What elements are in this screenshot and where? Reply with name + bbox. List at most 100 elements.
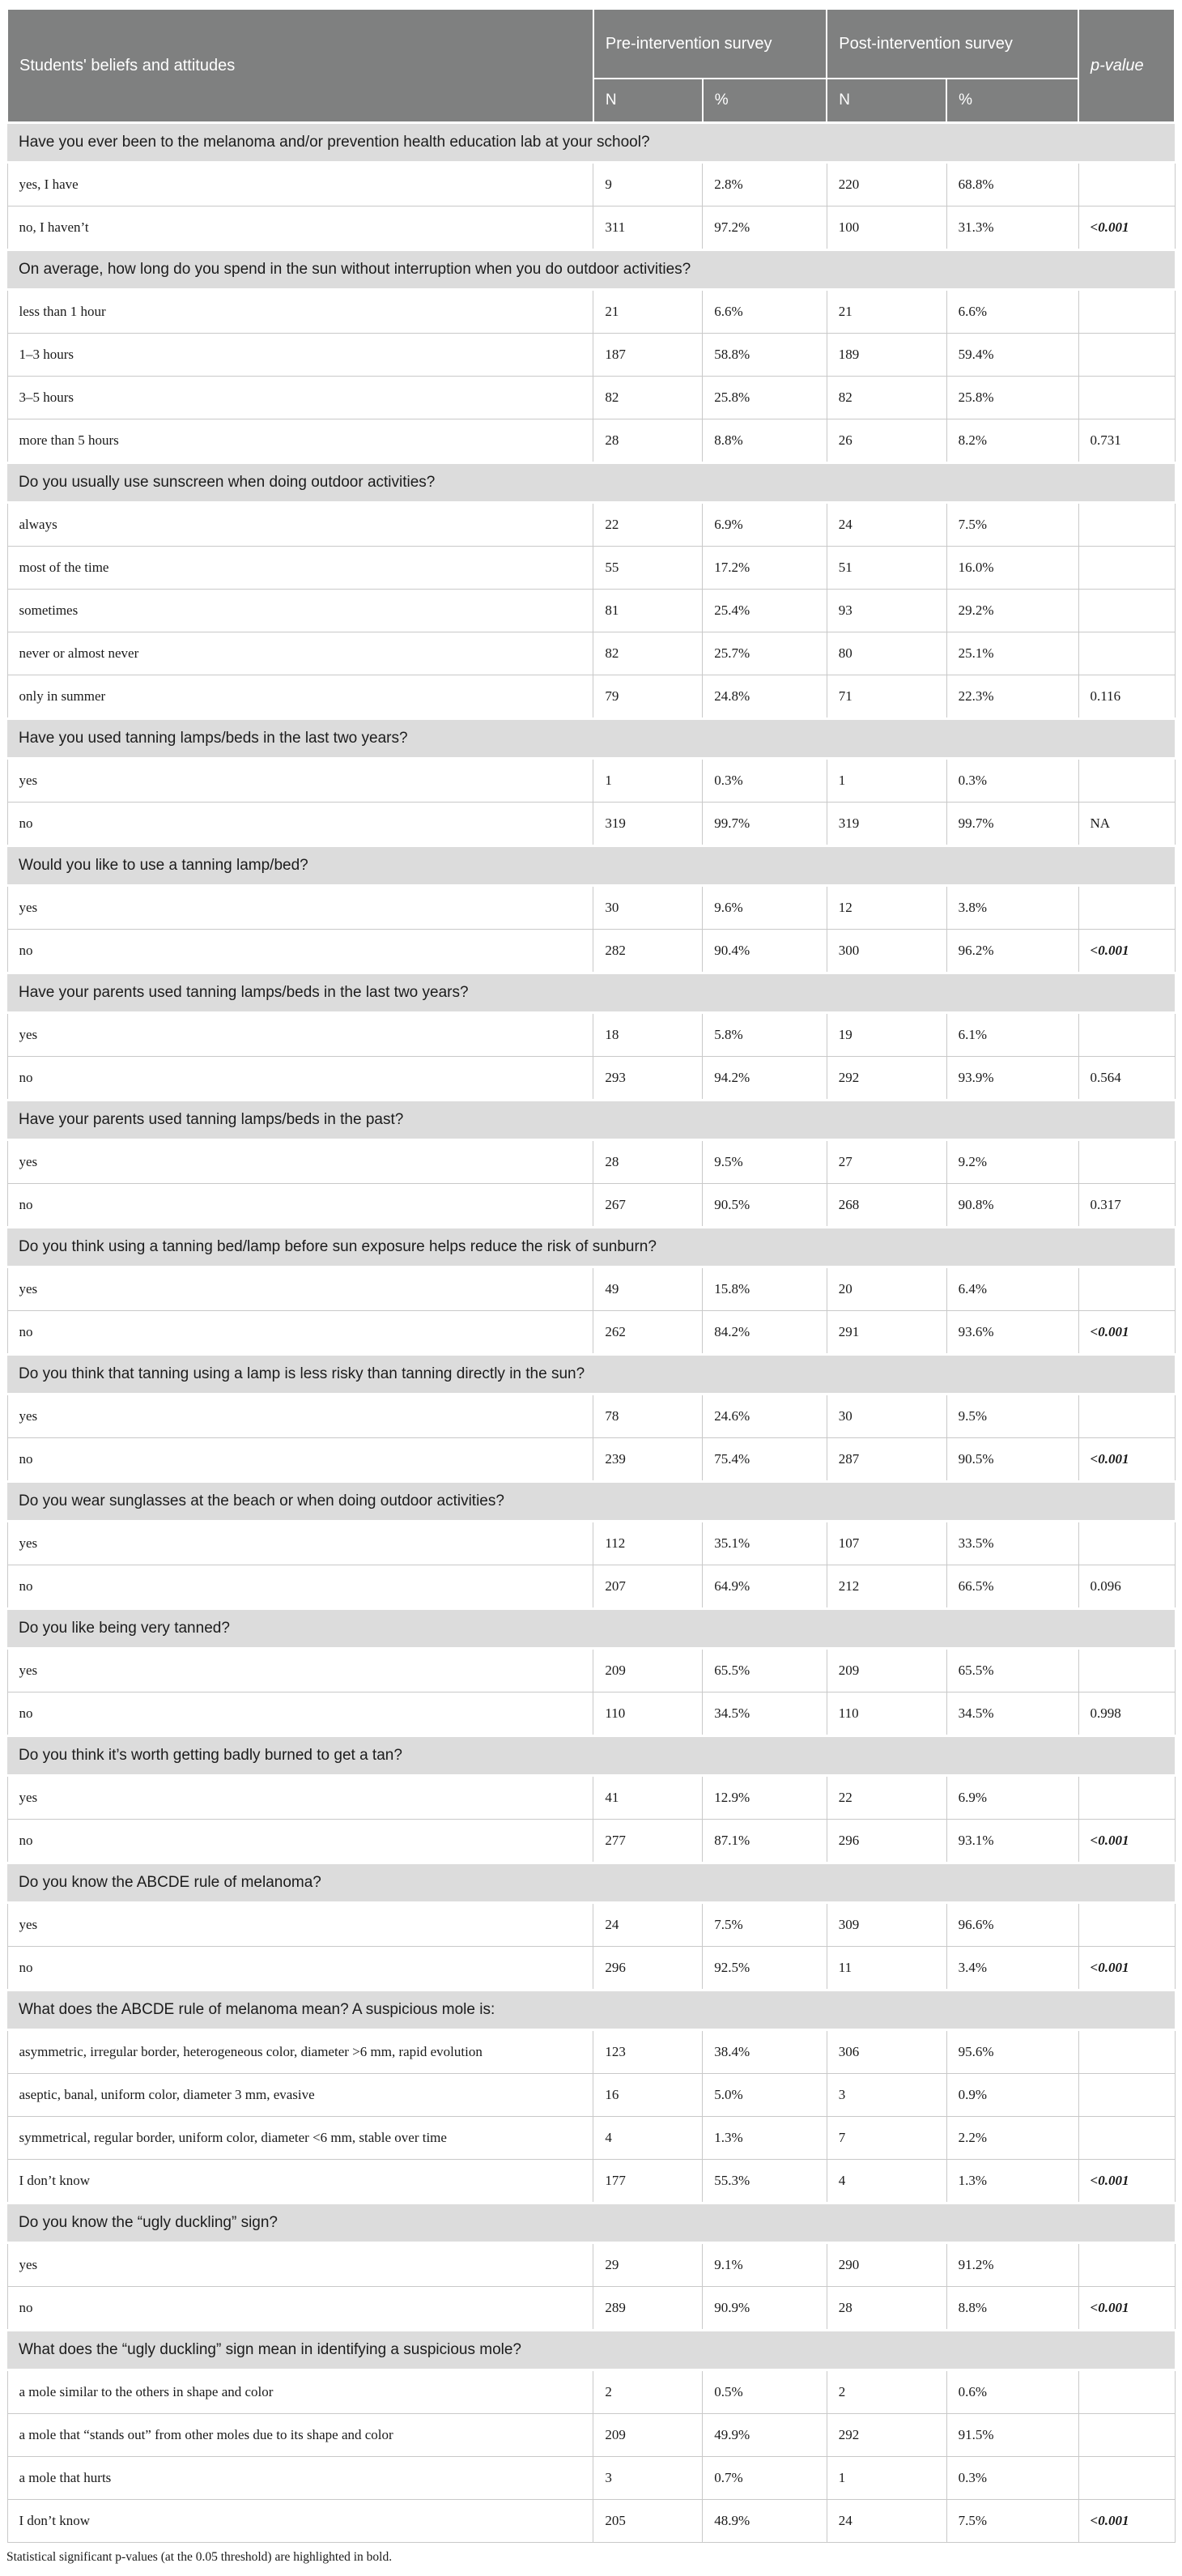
- cell-post-pct: 22.3%: [946, 675, 1079, 719]
- cell-post-n: 212: [826, 1565, 947, 1609]
- cell-label: yes: [6, 1267, 594, 1311]
- cell-post-pct: 59.4%: [946, 333, 1079, 377]
- cell-pre-pct: 24.6%: [702, 1394, 827, 1438]
- cell-pre-pct: 6.6%: [702, 289, 827, 334]
- table-row: no 282 90.4% 300 96.2% <0.001: [6, 929, 1176, 973]
- table-row: yes 209 65.5% 209 65.5%: [6, 1648, 1176, 1692]
- pre-intervention-header: Pre-intervention survey: [592, 8, 828, 79]
- cell-post-pct: 25.1%: [946, 632, 1079, 675]
- question-text: Have your parents used tanning lamps/bed…: [7, 1099, 1175, 1141]
- cell-post-n: 300: [826, 929, 947, 973]
- header-row-measures: N % N %: [7, 78, 1175, 124]
- cell-post-n: 19: [826, 1012, 947, 1057]
- cell-post-pct: 0.9%: [946, 2073, 1079, 2117]
- table-row: yes 112 35.1% 107 33.5%: [6, 1521, 1176, 1565]
- table-row: yes 30 9.6% 12 3.8%: [6, 885, 1176, 930]
- cell-pre-n: 82: [593, 632, 704, 675]
- cell-p: [1078, 885, 1176, 930]
- cell-post-n: 71: [826, 675, 947, 719]
- cell-p: [1078, 502, 1176, 547]
- cell-p: 0.998: [1078, 1692, 1176, 1736]
- cell-p: <0.001: [1078, 929, 1176, 973]
- cell-post-pct: 6.1%: [946, 1012, 1079, 1057]
- cell-label: asymmetric, irregular border, heterogene…: [6, 2029, 594, 2074]
- cell-p: [1078, 2413, 1176, 2457]
- cell-post-pct: 7.5%: [946, 2499, 1079, 2543]
- cell-label: yes: [6, 1648, 594, 1692]
- cell-pre-pct: 48.9%: [702, 2499, 827, 2543]
- question-text: What does the ABCDE rule of melanoma mea…: [7, 1989, 1175, 2031]
- cell-post-n: 21: [826, 289, 947, 334]
- cell-pre-pct: 49.9%: [702, 2413, 827, 2457]
- cell-pre-n: 22: [593, 502, 704, 547]
- cell-pre-n: 282: [593, 929, 704, 973]
- cell-pre-pct: 25.4%: [702, 589, 827, 632]
- cell-post-pct: 0.6%: [946, 2369, 1079, 2414]
- cell-pre-pct: 94.2%: [702, 1056, 827, 1101]
- cell-label: yes: [6, 1012, 594, 1057]
- cell-pre-n: 28: [593, 419, 704, 463]
- cell-post-pct: 91.2%: [946, 2242, 1079, 2287]
- cell-pre-n: 319: [593, 802, 704, 846]
- cell-p: <0.001: [1078, 1310, 1176, 1355]
- cell-label: no: [6, 1437, 594, 1482]
- cell-label: symmetrical, regular border, uniform col…: [6, 2116, 594, 2160]
- cell-pre-pct: 99.7%: [702, 802, 827, 846]
- cell-label: a mole that “stands out” from other mole…: [6, 2413, 594, 2457]
- table-row: no 207 64.9% 212 66.5% 0.096: [6, 1565, 1176, 1609]
- question-text: Do you know the ABCDE rule of melanoma?: [7, 1862, 1175, 1904]
- cell-p: [1078, 546, 1176, 590]
- header-row-groups: Students' beliefs and attitudes Pre-inte…: [6, 8, 1176, 124]
- table-title-header: Students' beliefs and attitudes: [6, 8, 594, 124]
- cell-p: <0.001: [1078, 2159, 1176, 2203]
- cell-p: [1078, 1267, 1176, 1311]
- cell-post-n: 309: [826, 1902, 947, 1947]
- cell-post-n: 296: [826, 1819, 947, 1863]
- cell-post-n: 2: [826, 2369, 947, 2414]
- cell-p: 0.096: [1078, 1565, 1176, 1609]
- cell-post-pct: 25.8%: [946, 376, 1079, 419]
- cell-post-n: 4: [826, 2159, 947, 2203]
- cell-post-pct: 33.5%: [946, 1521, 1079, 1565]
- cell-post-pct: 91.5%: [946, 2413, 1079, 2457]
- question-row: Would you like to use a tanning lamp/bed…: [7, 845, 1175, 887]
- cell-post-pct: 8.8%: [946, 2286, 1079, 2331]
- cell-label: yes: [6, 758, 594, 803]
- cell-label: a mole similar to the others in shape an…: [6, 2369, 594, 2414]
- cell-pre-pct: 5.0%: [702, 2073, 827, 2117]
- question-text: Do you wear sunglasses at the beach or w…: [7, 1480, 1175, 1522]
- cell-post-n: 26: [826, 419, 947, 463]
- cell-pre-pct: 8.8%: [702, 419, 827, 463]
- cell-p: <0.001: [1078, 1946, 1176, 1991]
- question-text: Have your parents used tanning lamps/bed…: [7, 972, 1175, 1014]
- cell-p: <0.001: [1078, 206, 1176, 250]
- table-row: no 277 87.1% 296 93.1% <0.001: [6, 1819, 1176, 1863]
- cell-post-n: 292: [826, 2413, 947, 2457]
- cell-post-pct: 93.1%: [946, 1819, 1079, 1863]
- question-text: Have you ever been to the melanoma and/o…: [7, 121, 1175, 164]
- cell-p: [1078, 2242, 1176, 2287]
- table-row: yes 18 5.8% 19 6.1%: [6, 1012, 1176, 1057]
- question-row: Do you know the “ugly duckling” sign?: [7, 2202, 1175, 2244]
- cell-pre-pct: 65.5%: [702, 1648, 827, 1692]
- cell-post-n: 220: [826, 162, 947, 207]
- cell-label: no: [6, 802, 594, 846]
- cell-pre-n: 3: [593, 2456, 704, 2500]
- cell-pre-pct: 1.3%: [702, 2116, 827, 2160]
- question-text: Do you think it’s worth getting badly bu…: [7, 1735, 1175, 1777]
- table-row: most of the time 55 17.2% 51 16.0%: [6, 546, 1176, 590]
- cell-pre-n: 112: [593, 1521, 704, 1565]
- table-row: yes 78 24.6% 30 9.5%: [6, 1394, 1176, 1438]
- table-row: yes 41 12.9% 22 6.9%: [6, 1775, 1176, 1820]
- cell-post-pct: 29.2%: [946, 589, 1079, 632]
- cell-p: [1078, 1394, 1176, 1438]
- cell-pre-n: 296: [593, 1946, 704, 1991]
- cell-pre-n: 262: [593, 1310, 704, 1355]
- cell-label: no: [6, 1692, 594, 1736]
- question-text: On average, how long do you spend in the…: [7, 249, 1175, 291]
- cell-p: [1078, 589, 1176, 632]
- question-text: Do you think using a tanning bed/lamp be…: [7, 1226, 1175, 1268]
- cell-pre-pct: 58.8%: [702, 333, 827, 377]
- cell-pre-pct: 84.2%: [702, 1310, 827, 1355]
